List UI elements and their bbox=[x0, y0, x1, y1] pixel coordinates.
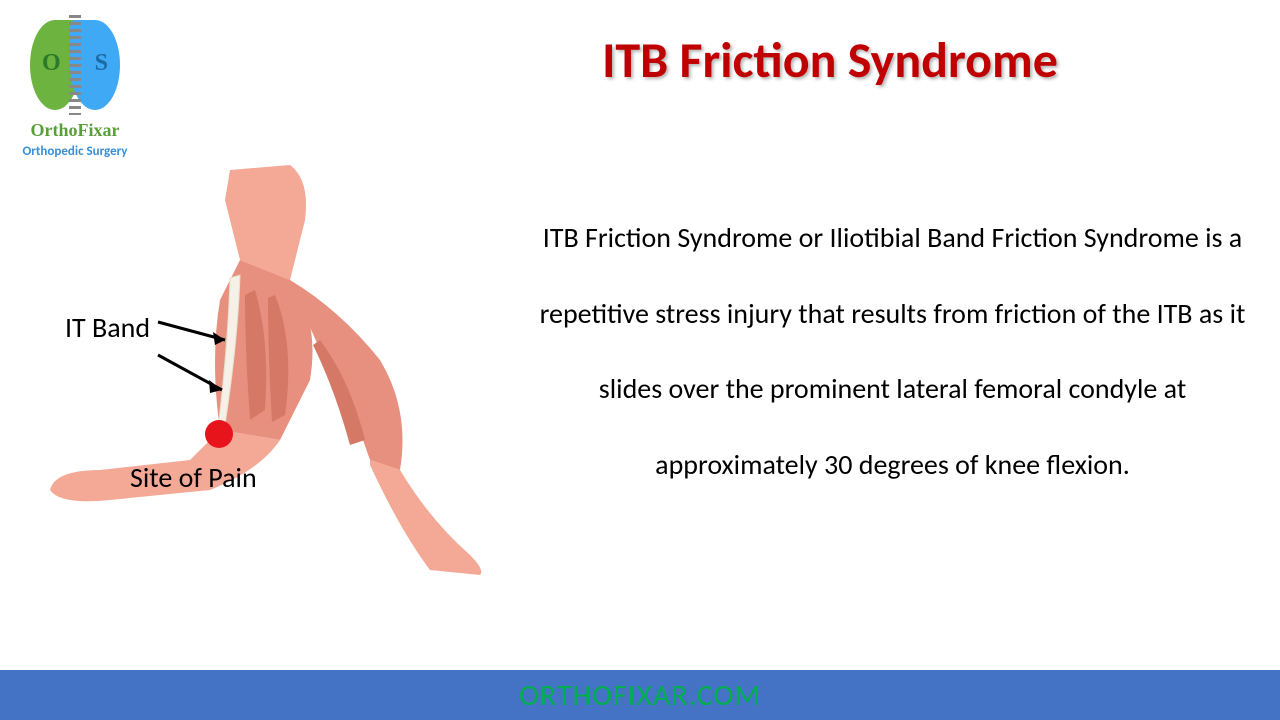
logo-name: OrthoFixar bbox=[20, 120, 130, 141]
pain-indicator-dot bbox=[205, 420, 233, 448]
site-pain-label: Site of Pain bbox=[130, 460, 257, 495]
page-title: ITB Friction Syndrome bbox=[420, 30, 1240, 91]
logo-spine-icon bbox=[69, 15, 81, 115]
description-text: ITB Friction Syndrome or Iliotibial Band… bbox=[530, 200, 1255, 502]
footer-divider bbox=[0, 660, 1280, 670]
back-foot-shape bbox=[370, 460, 481, 575]
footer-url: ORTHOFIXAR.COM bbox=[519, 677, 761, 714]
hip-shape bbox=[225, 165, 306, 280]
logo-icon: O S bbox=[20, 15, 130, 115]
logo-letter-s: S bbox=[95, 50, 108, 77]
logo: O S OrthoFixar Orthopedic Surgery bbox=[20, 15, 130, 159]
logo-letter-o: O bbox=[42, 50, 61, 77]
anatomy-diagram bbox=[30, 160, 490, 580]
it-band-label: IT Band bbox=[65, 310, 150, 345]
logo-subtitle: Orthopedic Surgery bbox=[20, 144, 130, 159]
footer-bar: ORTHOFIXAR.COM bbox=[0, 670, 1280, 720]
leg-anatomy-svg bbox=[30, 160, 490, 580]
